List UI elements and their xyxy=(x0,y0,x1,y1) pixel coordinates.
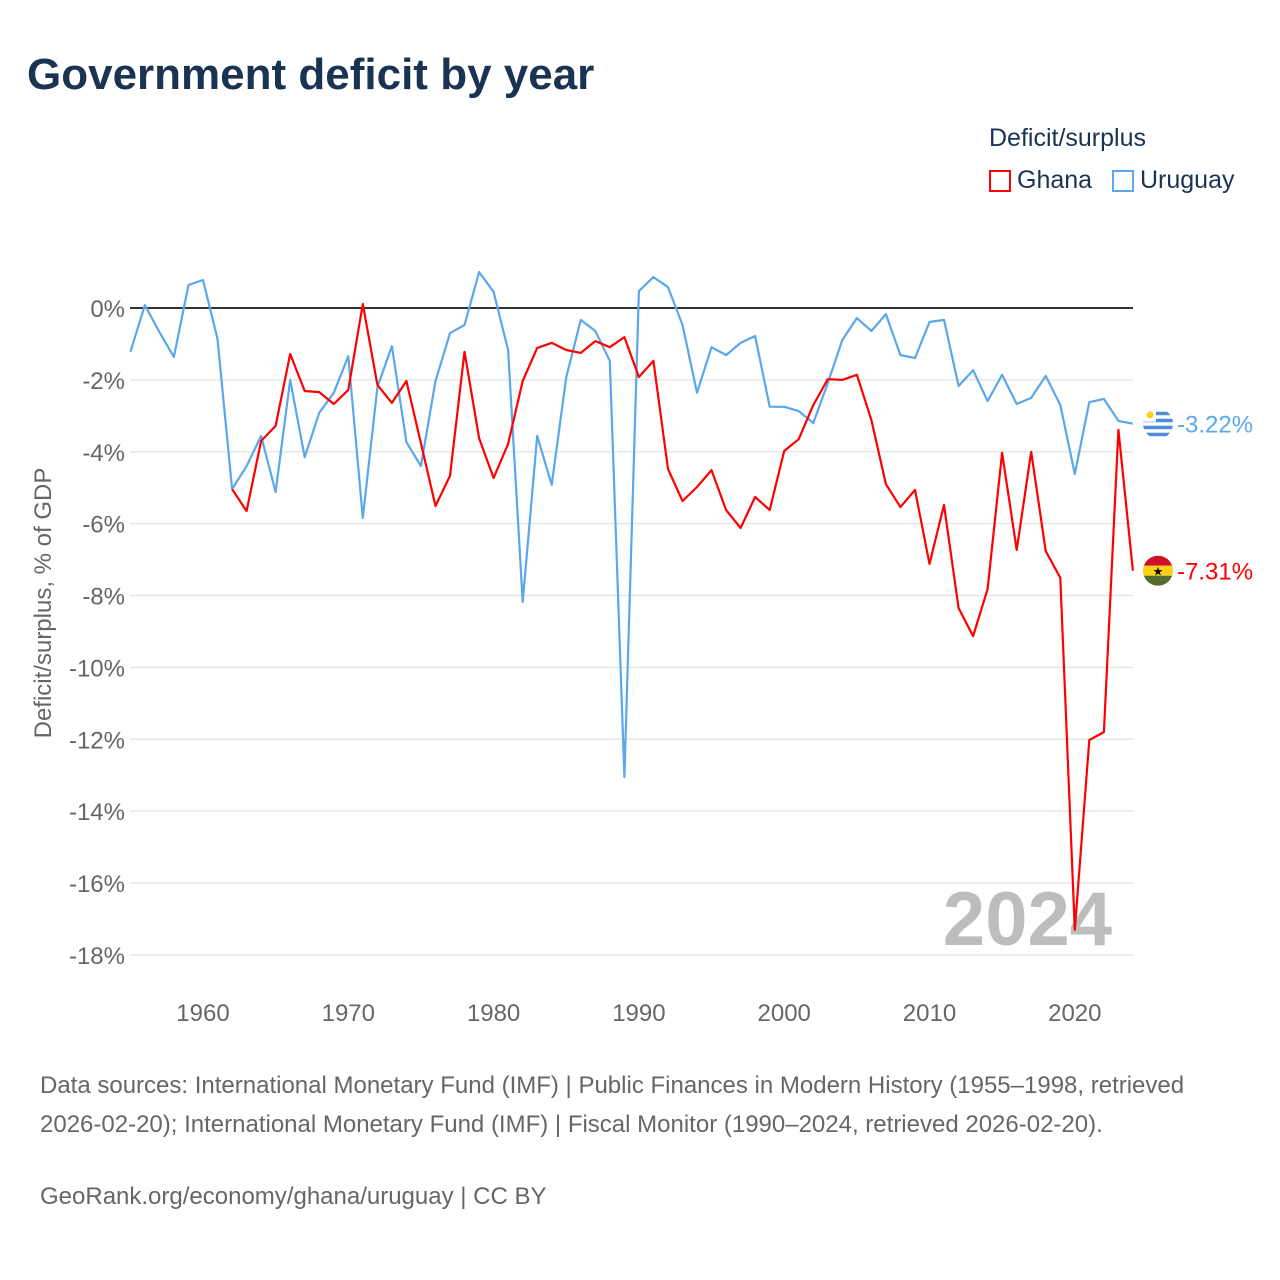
y-tick-label: -12% xyxy=(69,727,125,754)
y-tick-label: -18% xyxy=(69,943,125,970)
x-tick-label: 1990 xyxy=(612,1000,665,1027)
series-line-uruguay xyxy=(129,271,1134,779)
y-tick-label: -2% xyxy=(82,368,125,395)
x-tick-label: 2000 xyxy=(758,1000,811,1027)
x-tick-label: 2010 xyxy=(903,1000,956,1027)
legend-title: Deficit/surplus xyxy=(989,124,1146,152)
y-axis-label: Deficit/surplus, % of GDP xyxy=(30,468,57,739)
y-tick-label: -4% xyxy=(82,440,125,467)
legend-label-ghana: Ghana xyxy=(1017,166,1093,194)
svg-text:★: ★ xyxy=(1153,565,1164,579)
x-tick-label: 2020 xyxy=(1048,1000,1101,1027)
line-chart: 0% -2% -4% -6% -8% -10% -12% -14% -16% -18% 1960 19… xyxy=(30,271,1253,1027)
y-tick-label: -16% xyxy=(69,871,125,898)
flag-icon-ghana: ★ xyxy=(1143,555,1173,586)
x-tick-label: 1960 xyxy=(176,1000,229,1027)
chart-title: Government deficit by year xyxy=(27,50,595,99)
x-tick-label: 1980 xyxy=(467,1000,520,1027)
legend-item-ghana[interactable]: Ghana xyxy=(989,166,1092,195)
data-sources: Data sources: International Monetary Fun… xyxy=(40,1072,1185,1138)
series-line-ghana xyxy=(231,302,1134,931)
y-tick-label: -8% xyxy=(82,584,125,611)
legend-swatch-ghana xyxy=(989,169,1011,192)
legend-label-uruguay: Uruguay xyxy=(1140,166,1235,194)
year-watermark: 2024 xyxy=(943,877,1112,962)
end-label-ghana: -7.31% xyxy=(1177,559,1253,586)
y-tick-label: 0% xyxy=(90,296,125,323)
y-tick-label: -6% xyxy=(82,512,125,539)
end-label-uruguay: -3.22% xyxy=(1177,412,1253,439)
x-tick-label: 1970 xyxy=(322,1000,375,1027)
legend-swatch-uruguay xyxy=(1112,169,1134,192)
credit-link[interactable]: GeoRank.org/economy/ghana/uruguay | CC B… xyxy=(40,1183,547,1210)
y-tick-label: -10% xyxy=(69,655,125,682)
flag-icon-uruguay xyxy=(1143,408,1173,439)
y-tick-label: -14% xyxy=(69,799,125,826)
legend-item-uruguay[interactable]: Uruguay xyxy=(1112,166,1235,195)
